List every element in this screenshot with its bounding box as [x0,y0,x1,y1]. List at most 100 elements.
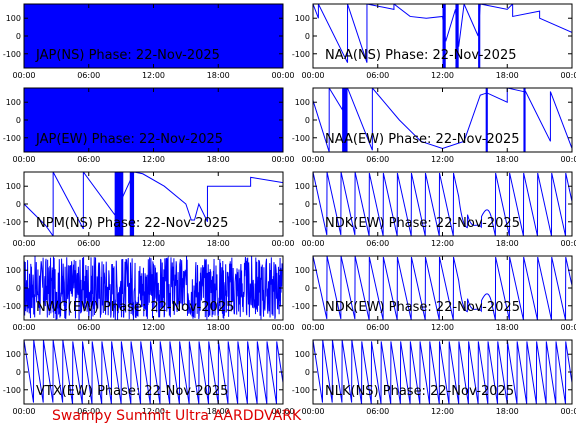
x-tick-label: 18:00 [207,71,230,80]
x-tick-label: 18:00 [496,407,519,416]
x-tick-label: 00:00 [12,239,35,248]
x-tick-label: 00:00 [560,71,576,80]
x-tick-label: 06:00 [77,323,100,332]
x-tick-label: 12:00 [142,323,165,332]
x-tick-label: 00:00 [271,71,294,80]
phase-panel: 1000-10000:0006:0012:0018:0000:00NLK(NS)… [292,339,576,416]
x-tick-label: 00:00 [271,155,294,164]
y-tick-label: 100 [6,98,21,107]
x-tick-label: 18:00 [496,323,519,332]
phase-fill-block [523,88,526,152]
panel-title: NAA(NS) Phase: 22-Nov-2025 [325,48,516,63]
panel-trace-area [24,256,283,320]
x-tick-label: 18:00 [207,239,230,248]
y-tick-label: -100 [3,302,21,311]
phase-fill-block [24,4,283,68]
phase-fill-block [442,4,446,68]
y-tick-label: -100 [292,386,310,395]
y-tick-label: -100 [292,50,310,59]
phase-trace-line [24,340,283,404]
phase-panel: 1000-10000:0006:0012:0018:0000:00NDK(EW)… [292,171,576,248]
phase-panel: 1000-10000:0006:0012:0018:0000:00NAA(NS)… [292,3,576,80]
x-tick-label: 12:00 [142,407,165,416]
panel-trace-area [313,256,572,320]
y-tick-label: 100 [6,182,21,191]
panel-title: JAP(EW) Phase: 22-Nov-2025 [35,132,223,147]
x-tick-label: 06:00 [366,239,389,248]
x-tick-label: 00:00 [560,323,576,332]
phase-fill-block [485,88,488,152]
phase-panel: 1000-10000:0006:0012:0018:0000:00NDK(EW)… [292,255,576,332]
y-tick-label: 100 [6,14,21,23]
y-tick-label: 0 [305,368,310,377]
x-tick-label: 06:00 [77,239,100,248]
y-tick-label: 100 [295,350,310,359]
x-tick-label: 00:00 [301,239,324,248]
y-tick-label: -100 [292,218,310,227]
x-tick-label: 00:00 [271,239,294,248]
panel-trace-area [24,88,283,152]
panel-title: NPM(NS) Phase: 22-Nov-2025 [36,216,228,231]
y-tick-label: 100 [295,266,310,275]
x-tick-label: 00:00 [12,155,35,164]
x-tick-label: 00:00 [301,155,324,164]
y-tick-label: 0 [305,32,310,41]
y-tick-label: 100 [295,182,310,191]
y-tick-label: -100 [3,218,21,227]
panel-trace-area [24,4,283,68]
x-tick-label: 06:00 [366,71,389,80]
y-tick-label: 0 [16,284,21,293]
y-tick-label: -100 [3,50,21,59]
x-tick-label: 12:00 [142,239,165,248]
panel-trace-area [313,340,572,404]
y-tick-label: 100 [6,266,21,275]
y-tick-label: 0 [16,32,21,41]
x-tick-label: 06:00 [77,155,100,164]
x-tick-label: 12:00 [431,155,454,164]
x-tick-label: 00:00 [12,407,35,416]
y-tick-label: -100 [292,302,310,311]
y-tick-label: 0 [305,116,310,125]
x-tick-label: 18:00 [496,155,519,164]
x-tick-label: 00:00 [560,155,576,164]
y-tick-label: 0 [305,200,310,209]
x-tick-label: 00:00 [271,407,294,416]
phase-trace-line [24,172,283,236]
x-tick-label: 12:00 [142,155,165,164]
y-tick-label: -100 [3,386,21,395]
x-tick-label: 18:00 [207,323,230,332]
phase-trace-line [313,88,572,152]
x-tick-label: 06:00 [366,155,389,164]
footer-station-label: Swampy Summit Ultra AARDDVARK [52,408,302,424]
x-tick-label: 12:00 [142,71,165,80]
x-tick-label: 00:00 [560,239,576,248]
panel-trace-area [313,4,572,68]
phase-trace-line [313,256,572,320]
x-tick-label: 12:00 [431,323,454,332]
x-tick-label: 06:00 [366,323,389,332]
panel-trace-area [24,340,283,404]
phase-trace-line [24,256,283,320]
x-tick-label: 18:00 [496,239,519,248]
y-tick-label: 0 [16,200,21,209]
x-tick-label: 00:00 [12,323,35,332]
y-tick-label: 0 [305,284,310,293]
y-tick-label: 100 [6,350,21,359]
x-tick-label: 00:00 [301,323,324,332]
panel-title: NDK(EW) Phase: 22-Nov-2025 [325,216,520,231]
x-tick-label: 00:00 [301,71,324,80]
panel-trace-area [313,172,572,236]
x-tick-label: 00:00 [12,71,35,80]
x-tick-label: 18:00 [207,407,230,416]
x-tick-label: 12:00 [431,71,454,80]
phase-fill-block [455,4,459,68]
panel-title: JAP(NS) Phase: 22-Nov-2025 [35,48,220,63]
panel-trace-area [24,172,283,236]
phase-fill-block [129,172,135,236]
